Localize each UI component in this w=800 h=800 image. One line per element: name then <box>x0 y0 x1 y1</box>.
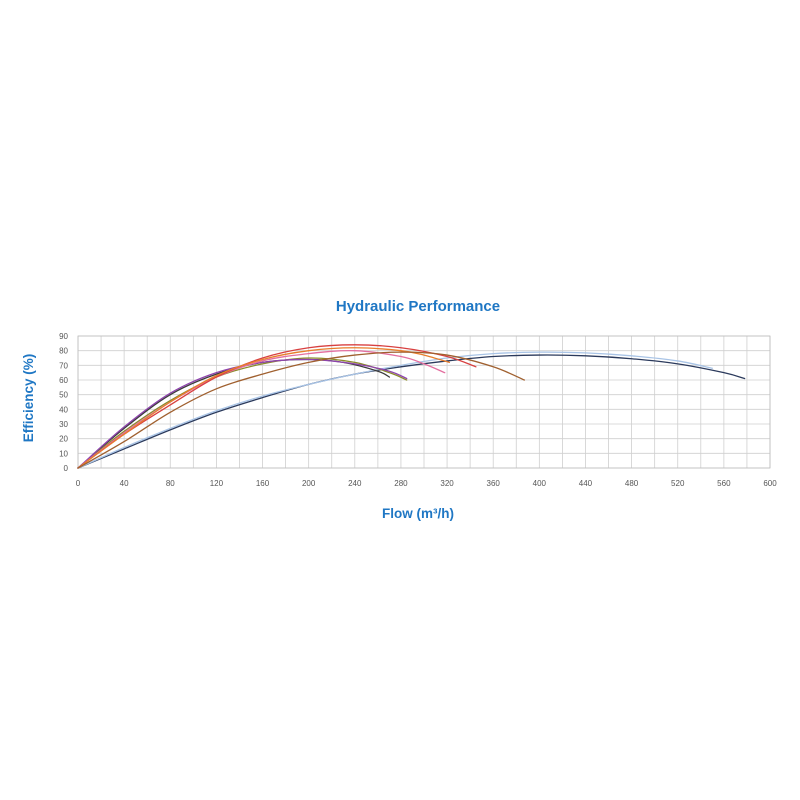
series-line-9 <box>77 351 525 469</box>
x-tick-label: 240 <box>348 479 362 488</box>
series-group <box>77 344 746 469</box>
series-line-5 <box>77 358 408 469</box>
series-line-1 <box>77 354 746 469</box>
y-tick-label: 50 <box>59 391 68 400</box>
y-tick-label: 70 <box>59 361 68 370</box>
series-line-8 <box>77 347 451 469</box>
x-axis-ticks: 0 40 80 120 160 200 240 280 320 360 400 440 480 520 56… <box>76 479 777 488</box>
x-tick-label: 320 <box>440 479 454 488</box>
series-line-2 <box>77 351 713 469</box>
x-tick-label: 80 <box>166 479 175 488</box>
x-tick-label: 560 <box>717 479 731 488</box>
y-tick-label: 90 <box>59 332 68 341</box>
y-tick-label: 20 <box>59 435 68 444</box>
y-tick-label: 30 <box>59 420 68 429</box>
y-tick-label: 80 <box>59 347 68 356</box>
series-line-7 <box>77 344 477 469</box>
x-tick-label: 0 <box>76 479 81 488</box>
x-tick-label: 120 <box>210 479 224 488</box>
series-line-4 <box>77 357 408 469</box>
x-tick-label: 200 <box>302 479 316 488</box>
x-tick-label: 520 <box>671 479 685 488</box>
y-axis-ticks: 0 10 20 30 40 50 60 70 80 90 <box>59 332 68 473</box>
grid <box>77 335 771 469</box>
x-tick-label: 400 <box>533 479 547 488</box>
y-tick-label: 10 <box>59 449 68 458</box>
x-tick-label: 440 <box>579 479 593 488</box>
x-tick-label: 480 <box>625 479 639 488</box>
y-tick-label: 40 <box>59 405 68 414</box>
x-tick-label: 600 <box>763 479 777 488</box>
plot-frame <box>77 335 771 469</box>
x-tick-label: 160 <box>256 479 270 488</box>
y-tick-label: 60 <box>59 376 68 385</box>
plot-area <box>77 335 771 469</box>
x-tick-label: 40 <box>120 479 129 488</box>
y-axis-label: Efficiency (%) <box>21 354 36 443</box>
x-tick-label: 280 <box>394 479 408 488</box>
chart-title: Hydraulic Performance <box>336 298 500 315</box>
x-axis-label: Flow (m³/h) <box>382 506 454 521</box>
x-tick-label: 360 <box>487 479 501 488</box>
y-tick-label: 0 <box>64 464 69 473</box>
series-line-6 <box>77 349 446 469</box>
series-line-3 <box>77 358 391 469</box>
